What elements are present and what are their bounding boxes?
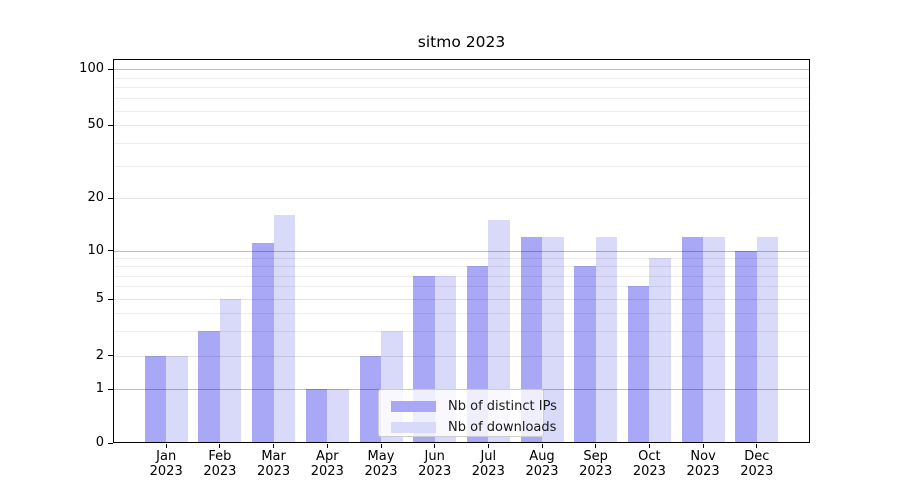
grid-layer bbox=[114, 60, 809, 442]
plot-area bbox=[113, 59, 810, 443]
legend-entry: Nb of downloads bbox=[391, 417, 556, 438]
bar-nb-of-distinct-ips-sep bbox=[574, 266, 596, 442]
bar-nb-of-distinct-ips-mar bbox=[252, 243, 274, 442]
x-tick-mark bbox=[756, 444, 758, 448]
y-tick-label: 20 bbox=[87, 190, 104, 206]
x-tick-mark bbox=[326, 444, 328, 448]
x-tick-mark bbox=[541, 444, 543, 448]
gridline-y-30 bbox=[114, 166, 809, 167]
x-tick-mark bbox=[487, 444, 489, 448]
bar-nb-of-distinct-ips-feb bbox=[198, 330, 220, 442]
legend-label: Nb of downloads bbox=[448, 420, 557, 435]
bar-nb-of-downloads-jul bbox=[488, 220, 510, 442]
legend-entry: Nb of distinct IPs bbox=[391, 396, 557, 417]
x-tick-mark bbox=[434, 444, 436, 448]
legend-swatch-distinct-ips bbox=[391, 401, 436, 412]
x-tick-label-sep: Sep 2023 bbox=[579, 449, 613, 479]
bar-nb-of-downloads-dec bbox=[756, 236, 779, 442]
bar-nb-of-downloads-jan bbox=[166, 355, 188, 442]
y-tick-label: 50 bbox=[87, 117, 104, 133]
y-tick-label: 10 bbox=[87, 242, 104, 258]
x-tick-label-nov: Nov 2023 bbox=[686, 449, 720, 479]
bar-nb-of-distinct-ips-dec bbox=[735, 250, 757, 442]
gridline-y-5 bbox=[114, 299, 809, 300]
x-tick-label-apr: Apr 2023 bbox=[310, 449, 344, 479]
chart-title: sitmo 2023 bbox=[417, 33, 506, 51]
y-tick-label: 2 bbox=[95, 347, 104, 363]
x-tick-label-mar: Mar 2023 bbox=[257, 449, 291, 479]
y-tick-label: 5 bbox=[95, 291, 104, 306]
gridline-y-9 bbox=[114, 257, 809, 259]
bar-nb-of-distinct-ips-nov bbox=[681, 236, 704, 442]
gridline-y-2 bbox=[114, 355, 809, 357]
bar-nb-of-downloads-aug bbox=[542, 236, 564, 442]
legend-label: Nb of distinct IPs bbox=[448, 399, 557, 414]
gridline-y-50 bbox=[114, 125, 809, 127]
gridline-y-100 bbox=[114, 69, 809, 71]
x-tick-label-may: May 2023 bbox=[364, 449, 398, 479]
gridline-y-3 bbox=[114, 330, 809, 332]
gridline-y-4 bbox=[114, 312, 809, 314]
bar-nb-of-downloads-feb bbox=[219, 299, 242, 442]
x-tick-label-dec: Dec 2023 bbox=[740, 449, 774, 479]
y-tick-mark bbox=[108, 298, 113, 300]
x-tick-mark bbox=[273, 444, 275, 448]
legend-swatch-downloads bbox=[391, 422, 436, 433]
x-tick-mark bbox=[595, 444, 597, 448]
x-tick-mark bbox=[219, 444, 221, 448]
y-tick-mark bbox=[108, 250, 113, 251]
gridline-y-7 bbox=[114, 275, 809, 277]
bar-nb-of-downloads-apr bbox=[327, 389, 349, 442]
x-tick-label-jan: Jan 2023 bbox=[149, 449, 183, 479]
x-tick-mark bbox=[648, 444, 650, 448]
x-tick-label-jun: Jun 2023 bbox=[418, 449, 452, 479]
y-tick-mark bbox=[108, 442, 113, 444]
gridline-y-10 bbox=[114, 250, 809, 252]
x-tick-label-feb: Feb 2023 bbox=[203, 449, 237, 479]
x-tick-mark bbox=[380, 444, 382, 448]
gridline-y-70 bbox=[114, 98, 809, 100]
x-tick-label-jul: Jul 2023 bbox=[471, 449, 505, 479]
gridline-y-20 bbox=[114, 198, 809, 200]
gridline-y-6 bbox=[114, 286, 809, 288]
y-tick-mark bbox=[108, 197, 113, 199]
x-tick-mark bbox=[165, 444, 167, 448]
bar-nb-of-distinct-ips-jan bbox=[144, 355, 167, 442]
y-tick-mark bbox=[108, 355, 113, 357]
y-tick-label: 0 bbox=[95, 435, 104, 451]
gridline-y-80 bbox=[114, 87, 809, 89]
x-tick-label-oct: Oct 2023 bbox=[632, 449, 666, 479]
y-tick-mark bbox=[108, 388, 113, 390]
gridline-y-40 bbox=[114, 143, 809, 145]
y-tick-mark bbox=[108, 124, 113, 126]
gridline-y-8 bbox=[114, 266, 809, 268]
bar-nb-of-downloads-oct bbox=[649, 257, 671, 442]
x-tick-label-aug: Aug 2023 bbox=[525, 449, 559, 479]
y-tick-mark bbox=[108, 68, 113, 70]
x-tick-mark bbox=[702, 444, 704, 448]
bar-nb-of-downloads-mar bbox=[273, 215, 296, 442]
bar-nb-of-downloads-sep bbox=[595, 236, 618, 442]
y-tick-label: 100 bbox=[79, 61, 104, 77]
y-tick-label: 1 bbox=[95, 381, 104, 397]
bar-nb-of-distinct-ips-oct bbox=[628, 286, 650, 442]
gridline-y-60 bbox=[114, 110, 809, 112]
legend: Nb of distinct IPs Nb of downloads bbox=[378, 389, 557, 438]
bar-nb-of-downloads-nov bbox=[703, 236, 725, 442]
bar-nb-of-distinct-ips-may bbox=[359, 355, 381, 442]
gridline-y-90 bbox=[114, 77, 809, 79]
bar-nb-of-distinct-ips-apr bbox=[305, 389, 328, 442]
